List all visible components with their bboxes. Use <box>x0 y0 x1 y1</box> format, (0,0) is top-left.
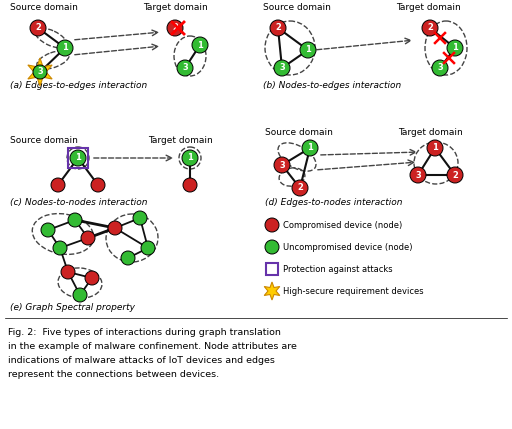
Text: 1: 1 <box>62 43 68 52</box>
Circle shape <box>410 167 426 183</box>
Text: Target domain: Target domain <box>396 3 461 12</box>
Text: represent the connections between devices.: represent the connections between device… <box>8 370 219 379</box>
Text: Compromised device (node): Compromised device (node) <box>283 221 402 230</box>
Circle shape <box>133 211 147 225</box>
Circle shape <box>447 167 463 183</box>
Circle shape <box>167 20 183 36</box>
Circle shape <box>68 213 82 227</box>
Circle shape <box>57 40 73 56</box>
Circle shape <box>73 288 87 302</box>
Text: Target domain: Target domain <box>148 136 213 145</box>
Circle shape <box>33 65 47 79</box>
Text: 1: 1 <box>307 143 313 152</box>
Polygon shape <box>264 282 280 300</box>
Text: 2: 2 <box>427 24 433 33</box>
Text: Uncompromised device (node): Uncompromised device (node) <box>283 242 413 251</box>
Text: 1: 1 <box>432 143 438 152</box>
Text: 1: 1 <box>305 45 311 54</box>
Circle shape <box>70 150 86 166</box>
Text: Target domain: Target domain <box>398 128 463 137</box>
Circle shape <box>121 251 135 265</box>
Circle shape <box>192 37 208 53</box>
Polygon shape <box>28 58 52 86</box>
Circle shape <box>41 223 55 237</box>
Circle shape <box>51 178 65 192</box>
Text: 1: 1 <box>197 40 203 49</box>
Circle shape <box>141 241 155 255</box>
Text: (b) Nodes-to-edges interaction: (b) Nodes-to-edges interaction <box>263 81 401 90</box>
Circle shape <box>85 271 99 285</box>
Text: 2: 2 <box>275 24 281 33</box>
Circle shape <box>422 20 438 36</box>
Text: 2: 2 <box>297 184 303 193</box>
Text: 3: 3 <box>37 67 43 76</box>
Text: 1: 1 <box>187 154 193 163</box>
Circle shape <box>183 178 197 192</box>
Circle shape <box>177 60 193 76</box>
Circle shape <box>292 180 308 196</box>
Circle shape <box>300 42 316 58</box>
Text: High-secure requirement devices: High-secure requirement devices <box>283 287 423 296</box>
Circle shape <box>447 40 463 56</box>
Circle shape <box>81 231 95 245</box>
Text: 3: 3 <box>415 170 421 179</box>
Text: Source domain: Source domain <box>10 136 78 145</box>
Text: Target domain: Target domain <box>143 3 208 12</box>
Circle shape <box>182 150 198 166</box>
Circle shape <box>274 157 290 173</box>
Text: Fig. 2:  Five types of interactions during graph translation: Fig. 2: Five types of interactions durin… <box>8 328 281 337</box>
Text: 2: 2 <box>452 170 458 179</box>
Text: 3: 3 <box>279 63 285 73</box>
Text: indications of malware attacks of IoT devices and edges: indications of malware attacks of IoT de… <box>8 356 275 365</box>
Circle shape <box>274 60 290 76</box>
Circle shape <box>108 221 122 235</box>
Circle shape <box>302 140 318 156</box>
Text: (a) Edges-to-edges interaction: (a) Edges-to-edges interaction <box>10 81 147 90</box>
Text: Source domain: Source domain <box>10 3 78 12</box>
Text: 3: 3 <box>279 160 285 169</box>
Circle shape <box>427 140 443 156</box>
Text: 1: 1 <box>452 43 458 52</box>
Text: (d) Edges-to-nodes interaction: (d) Edges-to-nodes interaction <box>265 198 402 207</box>
Circle shape <box>30 20 46 36</box>
Text: 1: 1 <box>75 154 81 163</box>
Circle shape <box>265 218 279 232</box>
Text: Source domain: Source domain <box>263 3 331 12</box>
Text: 2: 2 <box>35 24 41 33</box>
Circle shape <box>270 20 286 36</box>
Text: (c) Nodes-to-nodes interaction: (c) Nodes-to-nodes interaction <box>10 198 147 207</box>
Circle shape <box>432 60 448 76</box>
Circle shape <box>53 241 67 255</box>
Circle shape <box>265 240 279 254</box>
Circle shape <box>61 265 75 279</box>
Text: 2: 2 <box>172 24 178 33</box>
Text: in the example of malware confinement. Node attributes are: in the example of malware confinement. N… <box>8 342 297 351</box>
Text: 3: 3 <box>182 63 188 73</box>
Text: Source domain: Source domain <box>265 128 333 137</box>
Text: (e) Graph Spectral property: (e) Graph Spectral property <box>10 303 135 312</box>
Text: 3: 3 <box>437 63 443 73</box>
Circle shape <box>91 178 105 192</box>
Text: Protection against attacks: Protection against attacks <box>283 265 393 274</box>
